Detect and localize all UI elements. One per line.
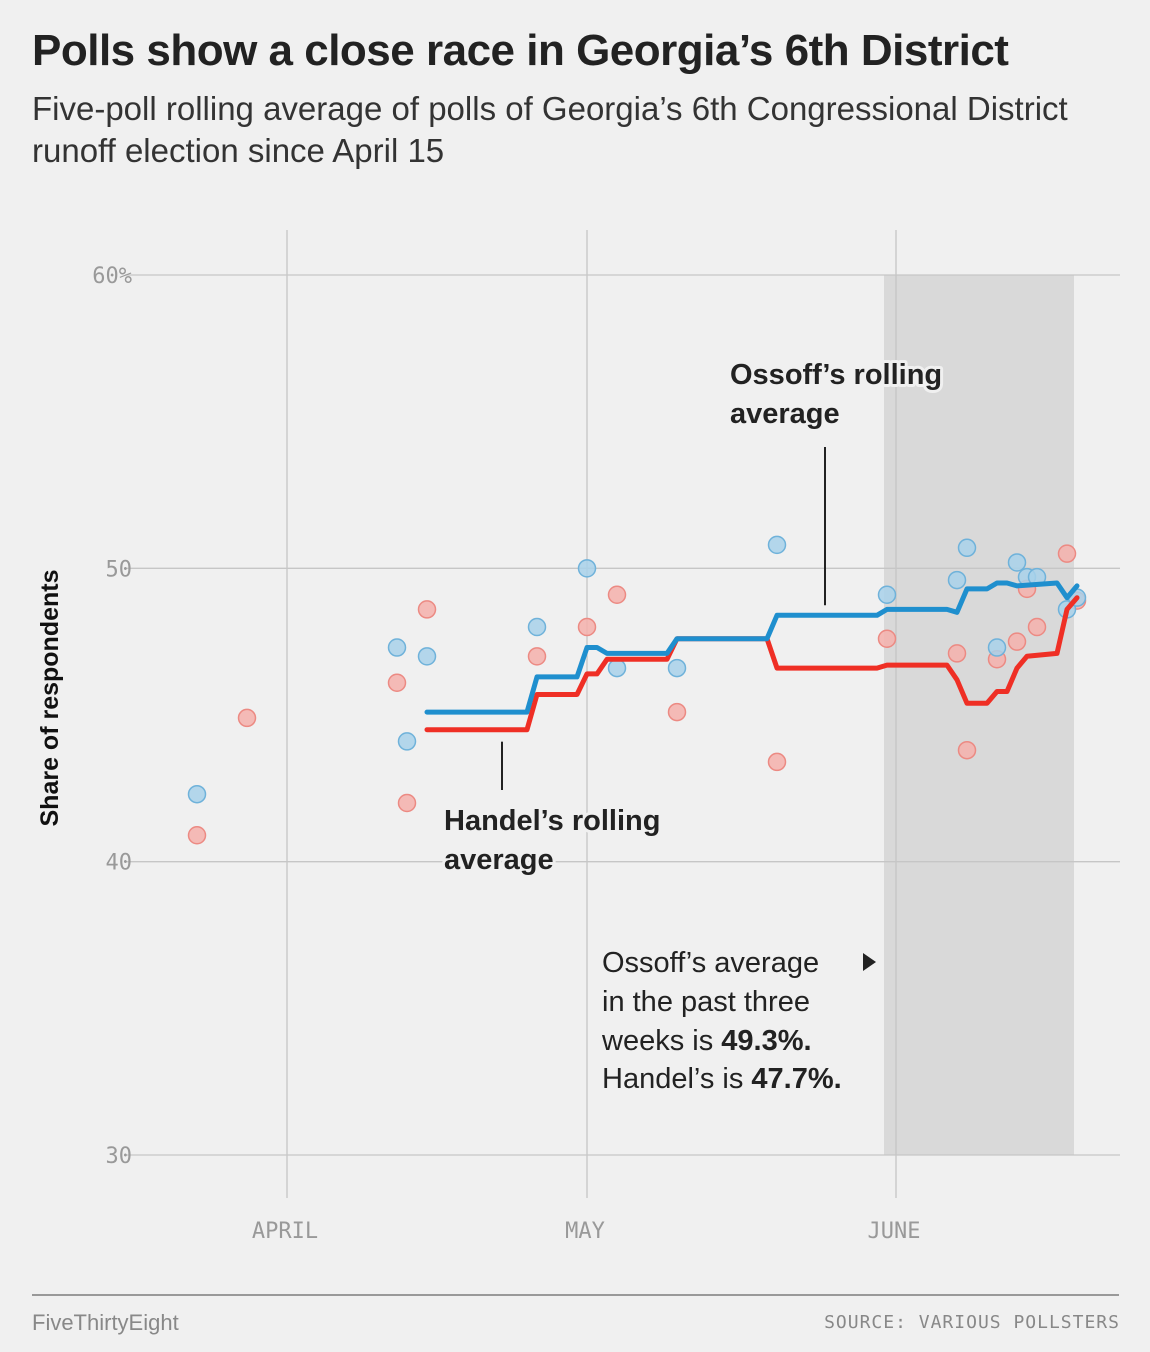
ossoff-rolling-average-line [424, 580, 1080, 715]
handel-label-line2: average [444, 844, 554, 876]
handel-poll-dot [1007, 632, 1027, 651]
handel-poll-dot [607, 585, 627, 604]
x-gridlines: APRIL MAY JUNE [252, 230, 921, 1244]
note-line4: Handel’s is 47.7%. [602, 1063, 842, 1095]
handel-poll-dot [767, 752, 787, 772]
ossoff-poll-dot [607, 658, 627, 678]
rolling-average-lines [424, 580, 1080, 733]
y-tick-label: 50 [106, 557, 133, 582]
handel-poll-dot [187, 826, 207, 845]
ossoff-poll-dot [767, 535, 787, 555]
ossoff-poll-dot [577, 559, 597, 578]
source-credit: SOURCE: VARIOUS POLLSTERS [824, 1312, 1120, 1333]
handel-poll-dot [947, 644, 967, 663]
note-line3: weeks is 49.3%. [601, 1025, 812, 1057]
ossoff-label-line2: average [730, 398, 840, 430]
ossoff-label: Ossoff’s rolling average [730, 359, 950, 430]
ossoff-poll-dot [947, 570, 967, 590]
y-axis-label: Share of respondents [36, 570, 64, 827]
x-tick-label: JUNE [868, 1219, 921, 1244]
ossoff-poll-dot [527, 617, 547, 637]
callout-leaders [501, 447, 826, 790]
handel-poll-dot [877, 629, 897, 648]
y-tick-label: 40 [106, 851, 133, 876]
handel-poll-dot [527, 647, 547, 666]
ossoff-poll-dot [187, 784, 207, 804]
handel-poll-dot [387, 673, 407, 692]
chart-subtitle: Five-poll rolling average of polls of Ge… [32, 90, 1068, 169]
ossoff-poll-dot [387, 638, 407, 657]
x-tick-label: MAY [565, 1219, 605, 1244]
ossoff-poll-dot [877, 585, 897, 604]
ossoff-poll-dot [397, 732, 417, 751]
average-note: Ossoff’s average in the past three weeks… [601, 947, 842, 1095]
y-tick-label: 30 [106, 1144, 133, 1169]
handel-rolling-average-line [424, 595, 1080, 733]
footer-divider [32, 1294, 1119, 1296]
note-line4-prefix: Handel’s is [602, 1063, 751, 1095]
chart-title: Polls show a close race in Georgia’s 6th… [32, 26, 1009, 75]
brand-credit: FiveThirtyEight [32, 1310, 179, 1335]
right-arrow-icon [863, 953, 876, 971]
ossoff-poll-dot [417, 647, 437, 666]
ossoff-average-value: 49.3%. [721, 1025, 811, 1057]
ossoff-poll-dot [667, 658, 687, 678]
handel-average-value: 47.7%. [751, 1063, 841, 1095]
handel-poll-dot [667, 702, 687, 722]
handel-poll-dot [397, 793, 417, 813]
note-line1: Ossoff’s average [602, 947, 819, 979]
handel-label: Handel’s rolling average [444, 805, 669, 876]
x-tick-label: APRIL [252, 1219, 318, 1244]
note-line2: in the past three [602, 986, 810, 1018]
handel-poll-dot [237, 708, 257, 728]
handel-label-line1: Handel’s rolling [444, 805, 660, 837]
y-gridlines: 60% 50 40 30 [92, 264, 1120, 1169]
ossoff-poll-dot [1007, 553, 1027, 572]
handel-poll-dot [1057, 544, 1077, 563]
ossoff-poll-dot [987, 638, 1007, 657]
y-tick-label: 60% [92, 264, 132, 289]
handel-poll-dot [577, 617, 597, 637]
handel-poll-dot [1027, 617, 1047, 637]
recent-three-weeks-shade [884, 275, 1074, 1155]
handel-poll-dot [957, 740, 977, 760]
poll-dots [187, 535, 1087, 845]
note-line3-prefix: weeks is [601, 1025, 721, 1057]
handel-poll-dot [417, 600, 437, 619]
ossoff-poll-dot [957, 538, 977, 558]
ossoff-label-line1: Ossoff’s rolling [730, 359, 942, 391]
